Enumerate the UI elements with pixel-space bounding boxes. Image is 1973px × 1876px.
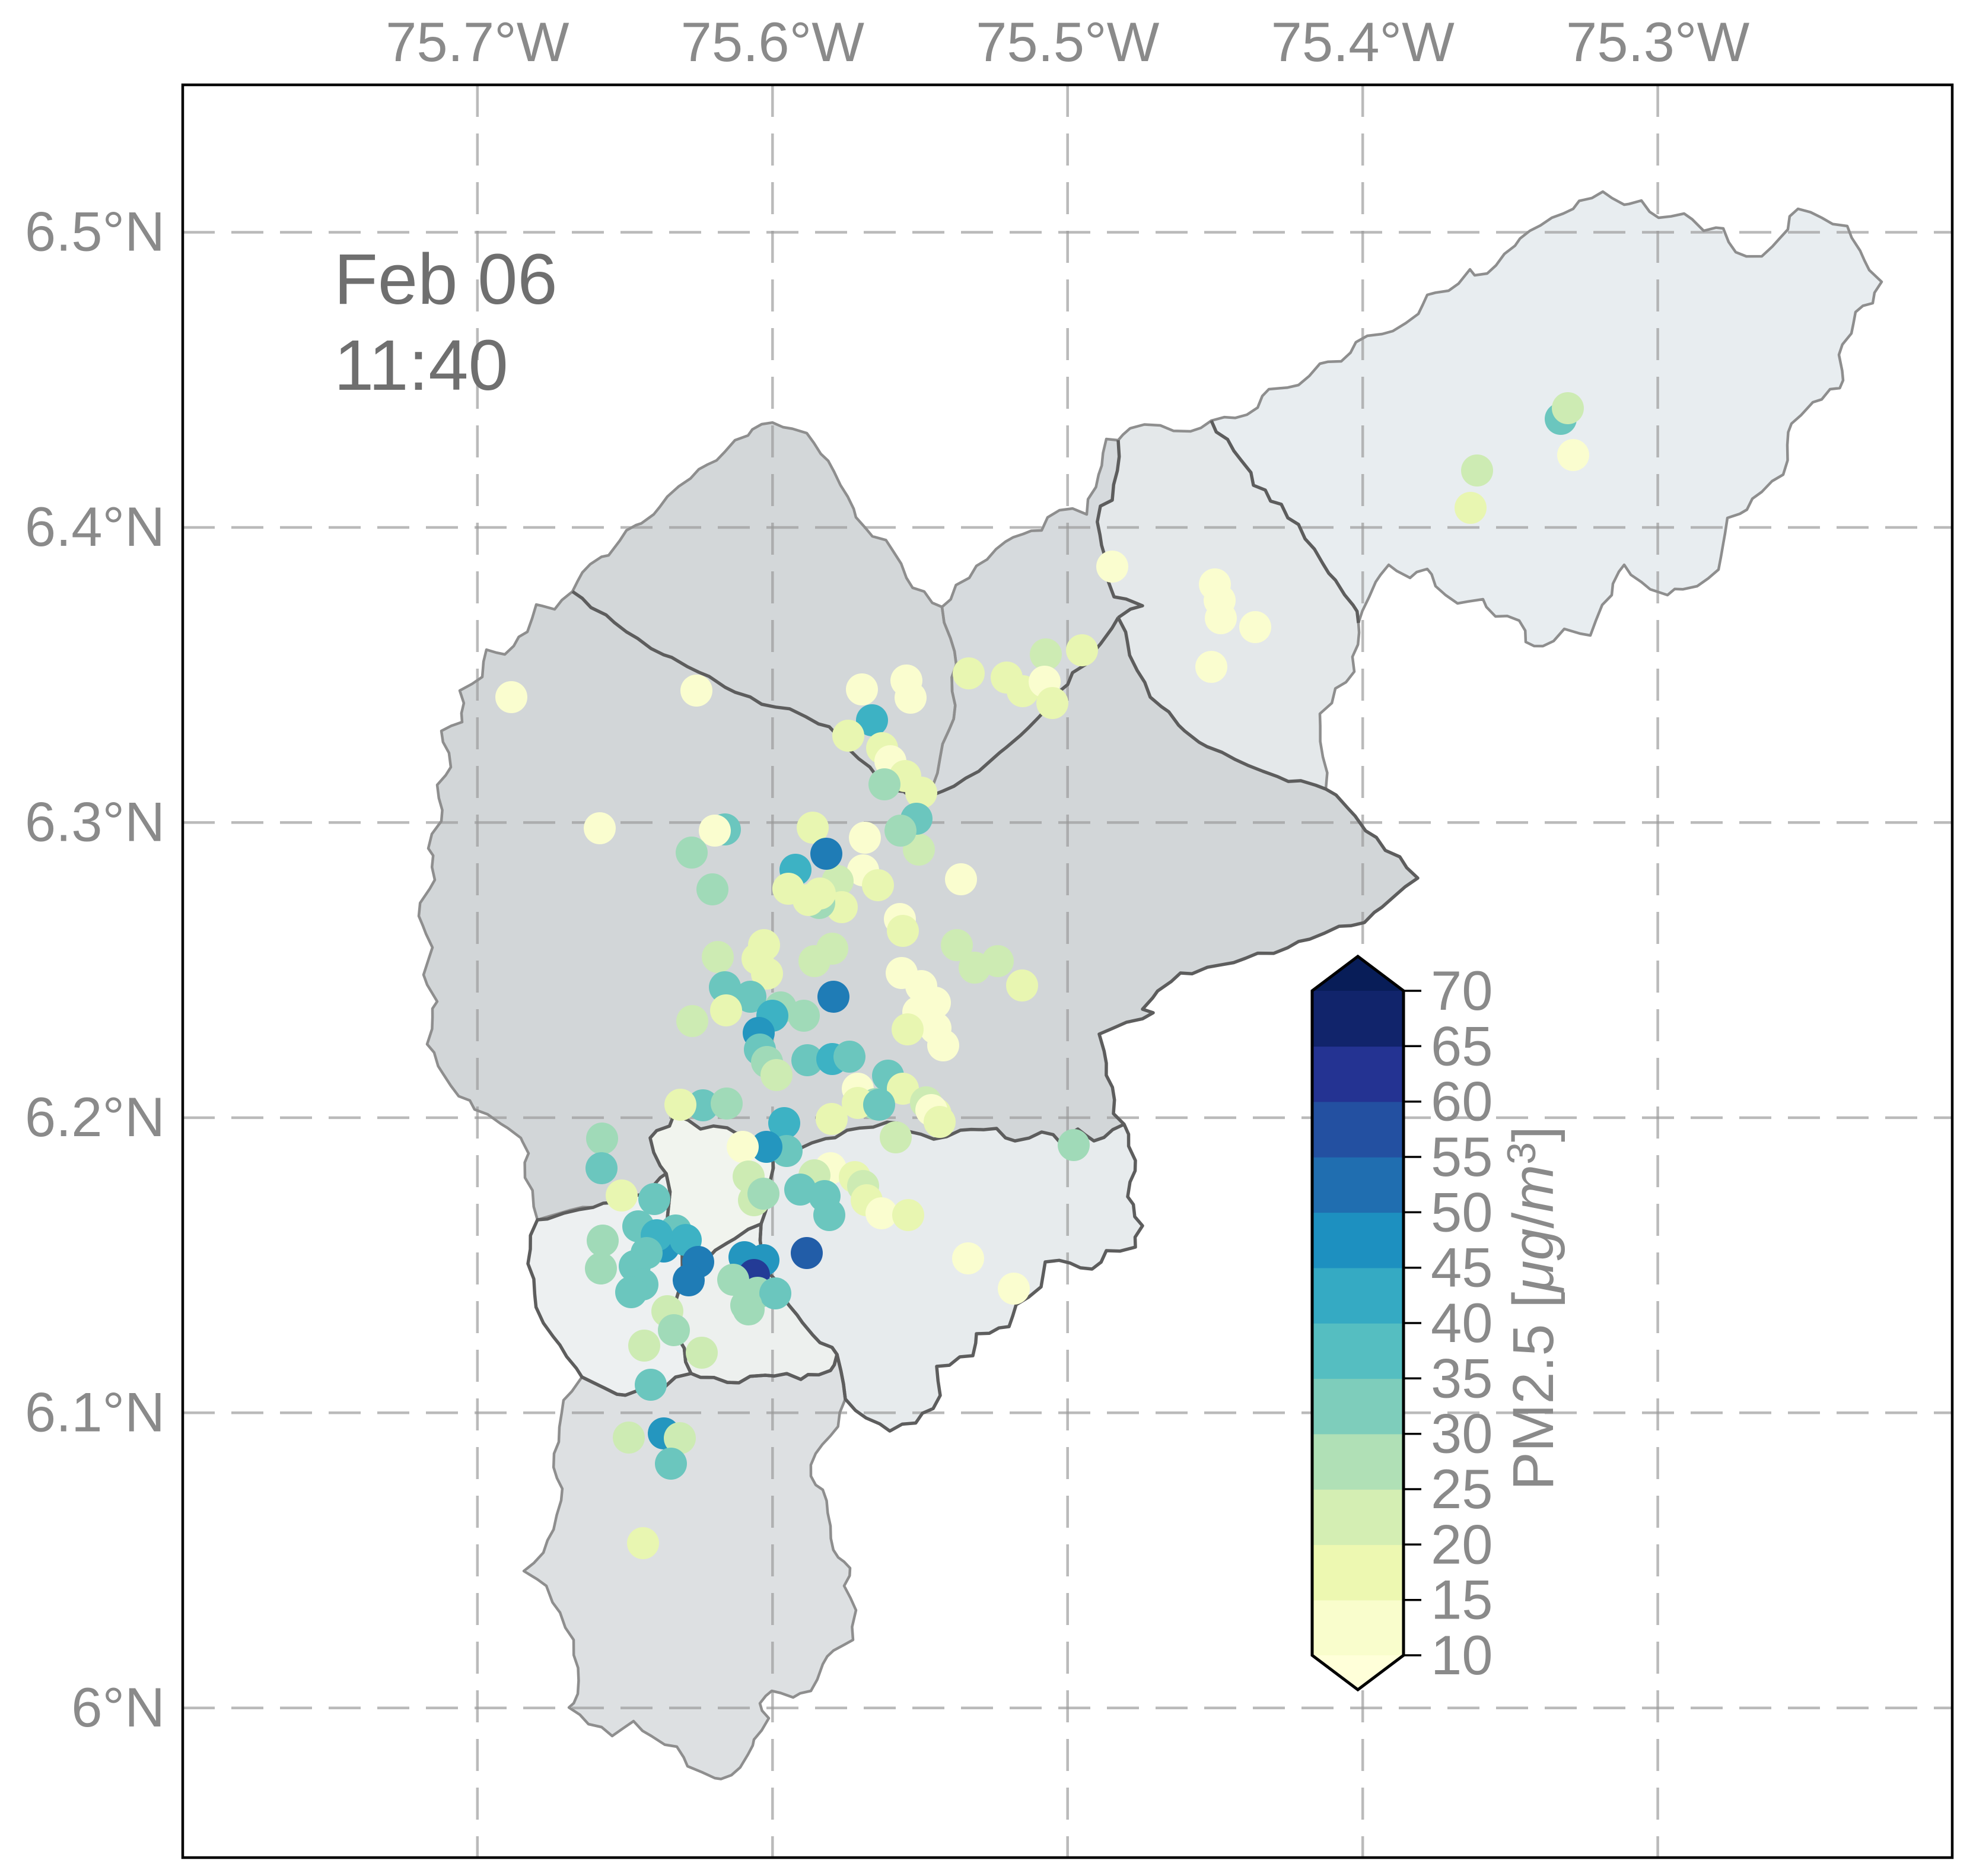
svg-text:10: 10 xyxy=(1431,1624,1493,1686)
svg-text:15: 15 xyxy=(1431,1569,1493,1631)
svg-text:75.4°W: 75.4°W xyxy=(1271,11,1455,73)
svg-text:60: 60 xyxy=(1431,1070,1493,1133)
svg-text:PM2.5 [μg/m3]: PM2.5 [μg/m3] xyxy=(1499,1126,1565,1490)
svg-text:25: 25 xyxy=(1431,1458,1493,1520)
svg-text:35: 35 xyxy=(1431,1347,1493,1409)
svg-text:55: 55 xyxy=(1431,1125,1493,1188)
svg-text:75.3°W: 75.3°W xyxy=(1566,11,1750,73)
svg-text:30: 30 xyxy=(1431,1403,1493,1465)
svg-text:70: 70 xyxy=(1431,959,1493,1022)
svg-text:6.2°N: 6.2°N xyxy=(25,1086,165,1148)
svg-text:6.4°N: 6.4°N xyxy=(25,495,165,558)
svg-text:65: 65 xyxy=(1431,1015,1493,1077)
svg-text:6.5°N: 6.5°N xyxy=(25,201,165,263)
svg-text:45: 45 xyxy=(1431,1236,1493,1299)
svg-text:50: 50 xyxy=(1431,1181,1493,1243)
svg-text:20: 20 xyxy=(1431,1513,1493,1575)
svg-text:75.5°W: 75.5°W xyxy=(976,11,1160,73)
svg-text:6.1°N: 6.1°N xyxy=(25,1381,165,1443)
svg-text:75.6°W: 75.6°W xyxy=(681,11,865,73)
svg-text:40: 40 xyxy=(1431,1292,1493,1354)
svg-text:75.7°W: 75.7°W xyxy=(386,11,569,73)
svg-text:6.3°N: 6.3°N xyxy=(25,790,165,853)
svg-text:11:40: 11:40 xyxy=(334,325,508,405)
svg-text:6°N: 6°N xyxy=(71,1676,165,1738)
svg-text:Feb 06: Feb 06 xyxy=(334,239,558,319)
